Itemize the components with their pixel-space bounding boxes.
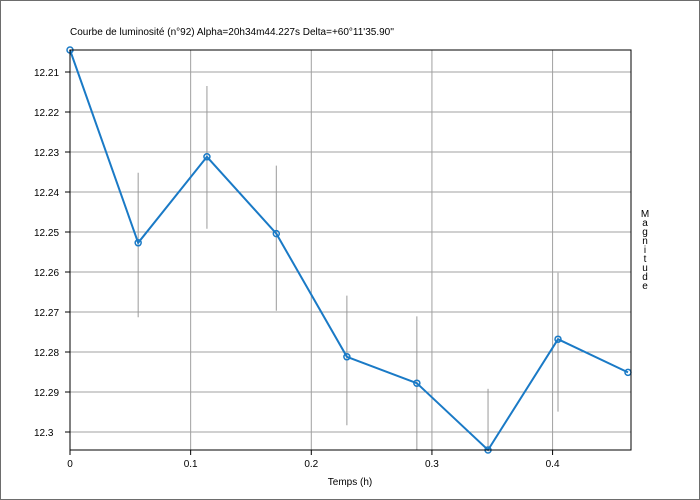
y-tick-label: 12.24 (34, 188, 59, 199)
y-axis-label-char: u (642, 263, 648, 274)
y-axis-label-char: t (644, 254, 647, 265)
chart-title: Courbe de luminosité (n°92) Alpha=20h34m… (70, 27, 394, 38)
x-tick-label: 0.4 (546, 459, 560, 470)
y-tick-label: 12.27 (34, 308, 59, 319)
data-point (134, 239, 142, 247)
data-point (272, 229, 281, 238)
y-axis-label-char: n (642, 236, 648, 247)
y-tick-label: 12.3 (34, 428, 54, 439)
y-tick-label: 12.25 (34, 228, 59, 239)
y-tick-label: 12.22 (34, 108, 59, 119)
data-point (413, 379, 421, 387)
y-tick-label: 12.21 (34, 68, 59, 79)
x-axis-label: Temps (h) (328, 477, 372, 488)
series-line (69, 49, 629, 452)
axis-ticks: 0 0.1 0.2 0.3 0.4 12.21 12.22 12.23 12.24 12.25 12… (34, 68, 560, 470)
y-axis-label-char: a (642, 218, 648, 229)
data-point (203, 153, 211, 161)
data-point (554, 335, 562, 343)
plot-area (69, 49, 632, 451)
y-tick-label: 12.26 (34, 268, 59, 279)
y-axis-label-char: i (644, 245, 646, 256)
y-axis-label-char: M (641, 209, 649, 220)
x-tick-label: 0 (67, 459, 73, 470)
x-tick-label: 0.3 (425, 459, 439, 470)
grid (70, 50, 631, 450)
data-point (343, 353, 351, 361)
y-tick-label: 12.23 (34, 148, 59, 159)
y-tick-label: 12.28 (34, 348, 59, 359)
x-tick-label: 0.1 (184, 459, 198, 470)
y-axis-label-char: g (642, 227, 648, 238)
y-tick-label: 12.29 (34, 388, 59, 399)
y-axis-label-char: d (642, 272, 648, 283)
error-bars (137, 86, 559, 450)
x-tick-label: 0.2 (304, 459, 318, 470)
y-axis-label-char: e (642, 281, 648, 292)
